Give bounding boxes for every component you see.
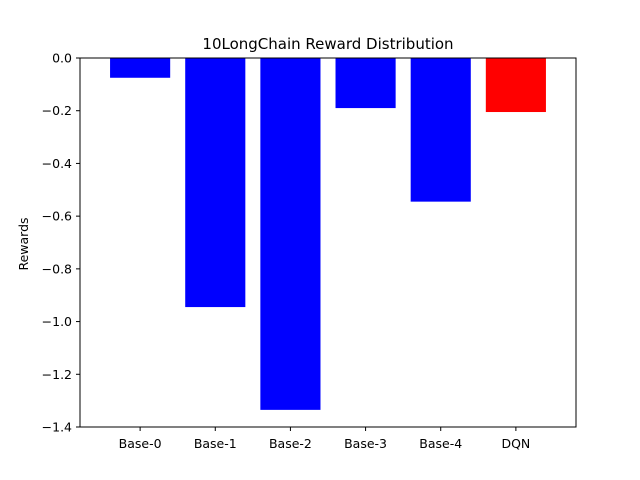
bars-group xyxy=(110,58,546,410)
y-tick-label: −0.6 xyxy=(42,209,72,224)
y-tick-label: −1.4 xyxy=(42,420,72,435)
y-tick-label: −0.8 xyxy=(42,261,72,276)
bar-dqn xyxy=(485,58,546,113)
y-tick-label: −0.4 xyxy=(42,156,72,171)
x-tick-label: Base-4 xyxy=(419,436,462,451)
y-tick-label: 0.0 xyxy=(52,51,72,66)
bar-base-4 xyxy=(410,58,471,202)
y-tick-label: −1.0 xyxy=(42,314,72,329)
x-axis-ticks: Base-0 Base-1 Base-2 Base-3 Base-4 DQN xyxy=(119,427,530,451)
bar-base-2 xyxy=(260,58,321,410)
bar-base-1 xyxy=(185,58,246,308)
y-axis-ticks: 0.0 −0.2 −0.4 −0.6 −0.8 −1.0 −1.2 −1.4 xyxy=(42,51,80,435)
x-tick-label: Base-0 xyxy=(119,436,162,451)
bar-base-0 xyxy=(110,58,171,78)
bar-base-3 xyxy=(335,58,396,109)
y-tick-label: −0.2 xyxy=(42,103,72,118)
plot-frame xyxy=(79,57,577,428)
x-tick-label: DQN xyxy=(501,436,530,451)
x-tick-label: Base-2 xyxy=(269,436,312,451)
chart-title: 10LongChain Reward Distribution xyxy=(202,35,453,53)
x-tick-label: Base-3 xyxy=(344,436,387,451)
y-tick-label: −1.2 xyxy=(42,367,72,382)
y-axis-label: Rewards xyxy=(16,217,31,270)
x-tick-label: Base-1 xyxy=(194,436,237,451)
